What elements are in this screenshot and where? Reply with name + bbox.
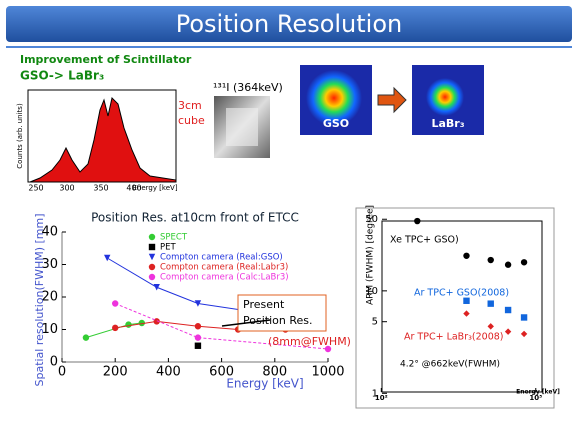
- series-label: Xe TPC+ GSO): [390, 235, 459, 246]
- marker: [149, 264, 155, 270]
- y-tick-label: 5: [372, 317, 378, 328]
- series-label: Ar TPC+ GSO(2008): [414, 288, 509, 299]
- x-tick-label: 1000: [311, 365, 344, 380]
- cube-label: 3cm: [178, 99, 202, 112]
- marker: [149, 234, 155, 240]
- slide-title: Position Resolution: [176, 10, 402, 38]
- image-label: LaBr₃: [431, 117, 464, 130]
- marker: [125, 321, 131, 327]
- marker: [149, 244, 155, 250]
- x-tick-label: 400: [156, 365, 181, 380]
- y-tick-label: 1: [372, 388, 378, 399]
- cube-label: cube: [178, 114, 205, 127]
- slide: Position Resolution Improvement of Scint…: [0, 0, 578, 426]
- legend-label: PET: [160, 243, 176, 253]
- spectrum-image: Counts (arb. units) 250 300 350 400 Ener…: [16, 90, 178, 193]
- crystal: [226, 108, 258, 146]
- legend-label: Compton camera (Real:GSO): [160, 253, 283, 263]
- note: 4.2° @662keV(FWHM): [400, 360, 500, 370]
- chart-title: Position Res. at10cm front of ETCC: [91, 211, 299, 225]
- marker: [195, 343, 201, 349]
- marker: [83, 334, 89, 340]
- heading: Improvement of Scintillator: [20, 53, 192, 66]
- legend-label: Compton camera (Real:Labr3): [160, 263, 288, 273]
- marker: [414, 218, 420, 224]
- marker: [149, 274, 155, 280]
- marker: [488, 257, 494, 263]
- marker: [521, 259, 527, 265]
- labr3-image: LaBr₃: [412, 65, 484, 135]
- marker: [112, 300, 118, 306]
- heatmap-spot: [426, 78, 464, 116]
- image-label: GSO: [323, 117, 349, 130]
- spectrum-tick: 350: [93, 184, 108, 193]
- marker: [463, 253, 469, 259]
- source-label: ¹³¹I (364keV): [213, 81, 283, 94]
- marker: [521, 314, 527, 320]
- subheading: GSO-> LaBr₃: [20, 69, 104, 83]
- annotation: Present: [243, 298, 285, 311]
- x-tick-label: 200: [103, 365, 128, 380]
- y-axis-label: ARM (FWHM) [degree]: [366, 205, 376, 305]
- x-axis-label: Energy [keV]: [226, 377, 303, 391]
- annotation: Position Res.: [243, 314, 312, 327]
- marker: [463, 298, 469, 304]
- y-tick-label: 0: [50, 355, 58, 370]
- spectrum-tick: 300: [59, 184, 74, 193]
- spectrum-xlabel: Energy [keV]: [132, 184, 177, 192]
- gso-image: GSO: [300, 65, 372, 135]
- y-axis-label: Spatial resolution(FWHM) [mm]: [33, 213, 46, 386]
- marker: [195, 323, 201, 329]
- marker: [505, 307, 511, 313]
- marker: [195, 334, 201, 340]
- x-tick-label: 0: [58, 365, 66, 380]
- marker: [488, 300, 494, 306]
- legend-label: SPECT: [160, 233, 188, 243]
- legend-label: Compton camera (Calc:LaBr3): [160, 273, 289, 283]
- note: (8mm@FWHM): [268, 335, 351, 348]
- spectrum-ylabel: Counts (arb. units): [16, 103, 24, 169]
- series-label: Ar TPC+ LaBr₃(2008): [404, 332, 504, 343]
- marker: [112, 325, 118, 331]
- marker: [505, 262, 511, 268]
- x-axis-label: Energy [keV]: [516, 389, 560, 396]
- spectrum-tick: 250: [28, 184, 43, 193]
